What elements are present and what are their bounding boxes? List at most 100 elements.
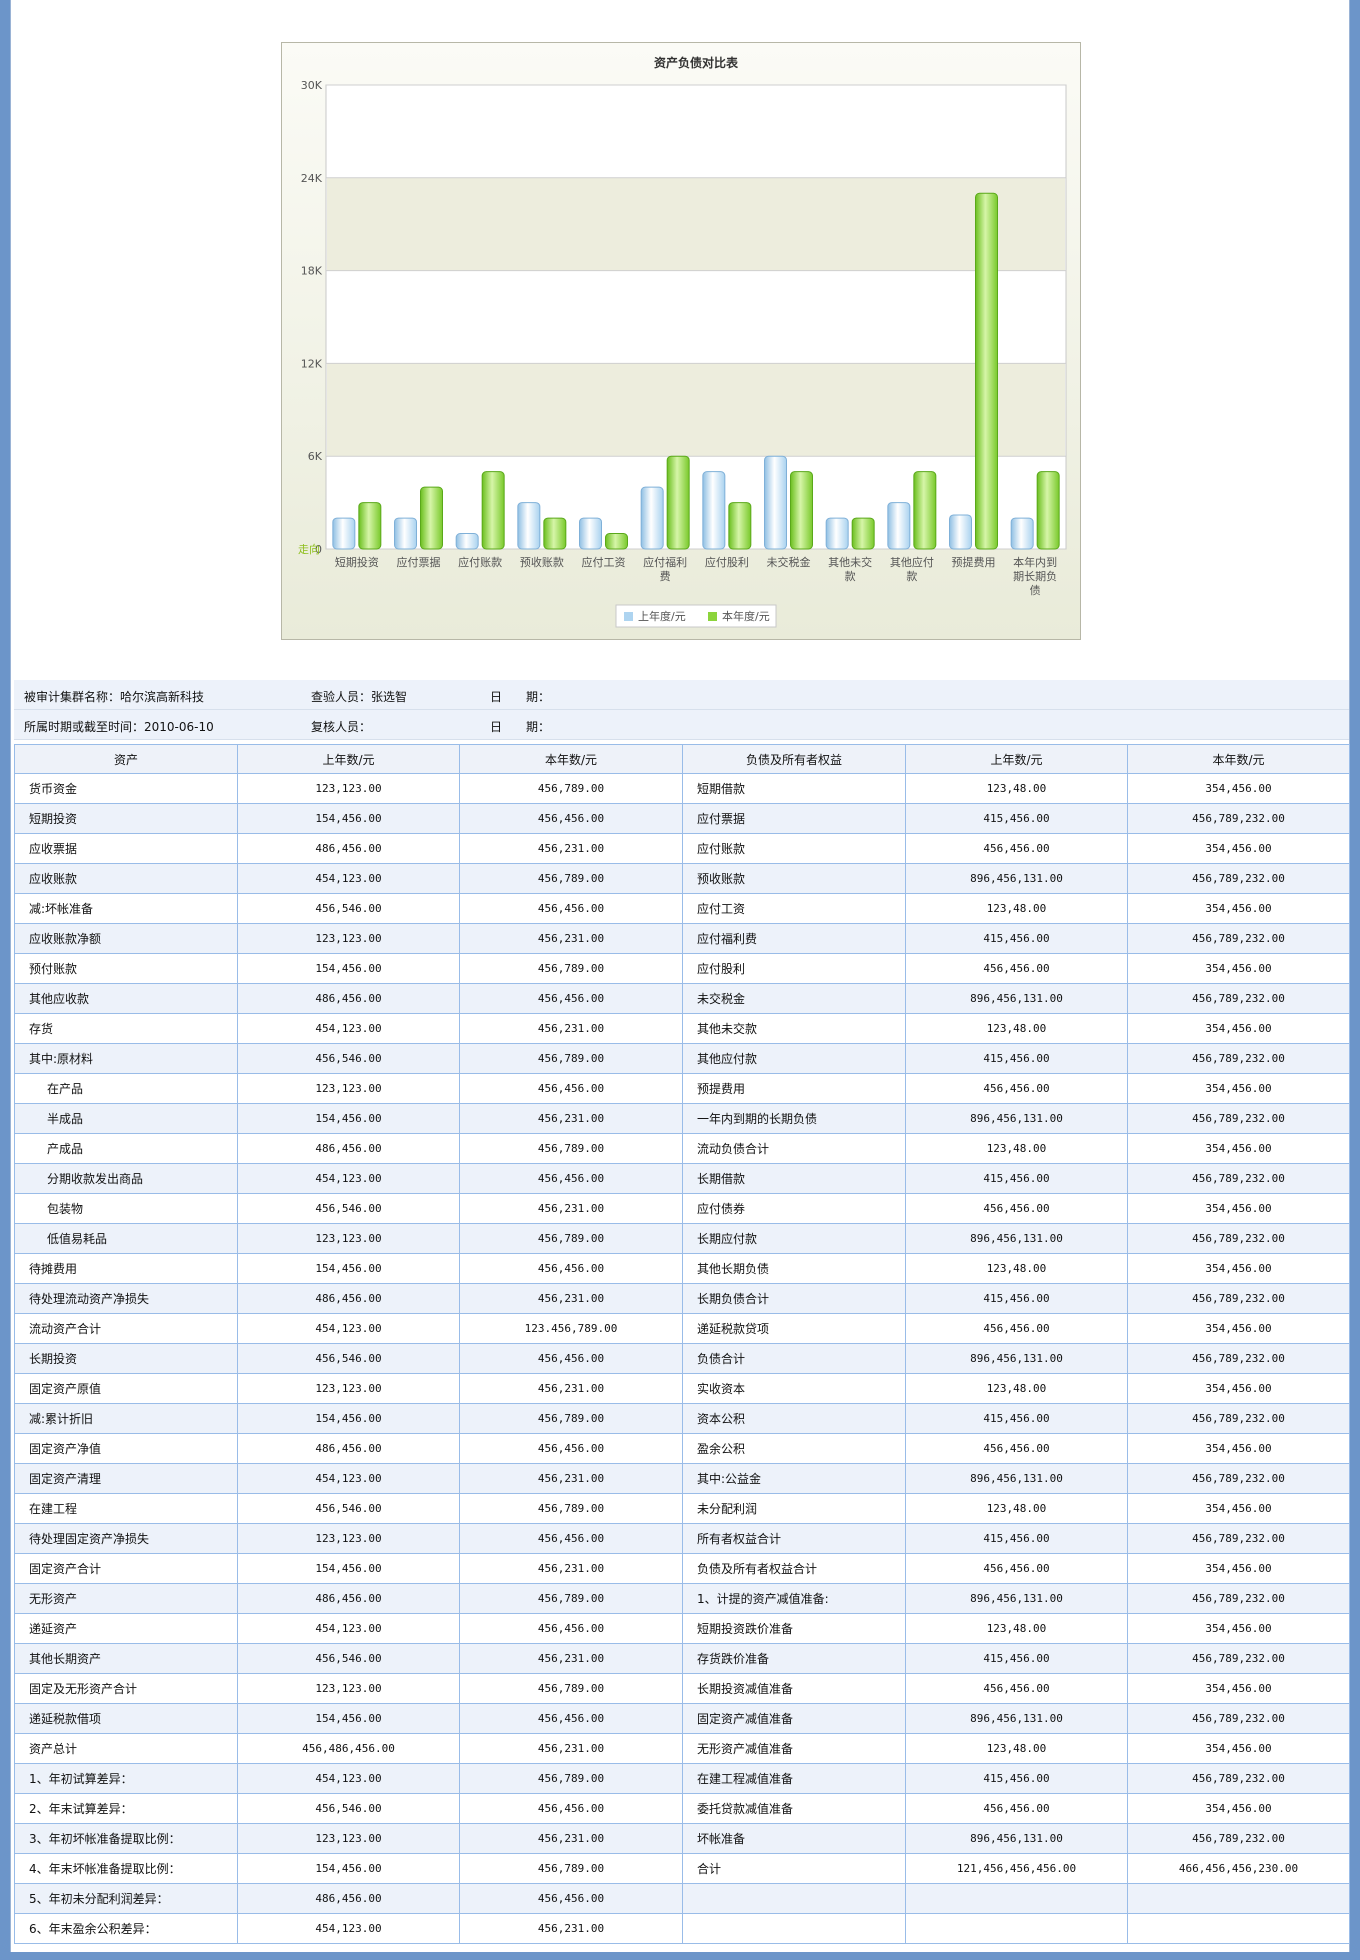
liability-name-cell: 长期借款	[682, 1163, 906, 1194]
amount-cell: 456,789.00	[459, 1853, 683, 1884]
bar	[640, 486, 664, 550]
amount-cell: 896,456,131.00	[905, 1703, 1128, 1734]
amount-cell: 154,456.00	[237, 803, 460, 834]
amount-cell: 486,456.00	[237, 983, 460, 1014]
liability-name-cell: 长期应付款	[682, 1223, 906, 1254]
asset-name-cell: 1、年初试算差异：	[14, 1763, 238, 1794]
liability-name-cell: 应付票据	[682, 803, 906, 834]
liability-name-cell: 递延税款贷项	[682, 1313, 906, 1344]
amount-cell: 415,456.00	[905, 1763, 1128, 1794]
amount-cell: 456,789.00	[459, 863, 683, 894]
amount-cell: 456,456.00	[905, 1553, 1128, 1584]
asset-name-cell: 存货	[14, 1013, 238, 1044]
y-tick-label: 12K	[301, 357, 323, 370]
audit-group-label: 被审计集群名称：哈尔滨高新科技	[24, 690, 205, 704]
amount-cell: 123,123.00	[237, 923, 460, 954]
asset-name-cell: 流动资产合计	[14, 1313, 238, 1344]
amount-cell: 456,456.00	[905, 1073, 1128, 1104]
amount-cell: 456,789,232.00	[1127, 1823, 1350, 1854]
table-row: 1、年初试算差异： 454,123.00 456,789.00 在建工程减值准备 415…	[14, 1763, 1350, 1794]
table-header-row: 资产 上年数/元 本年数/元 负债及所有者权益 上年数/元 本年数/元	[14, 744, 1350, 774]
bar	[949, 514, 972, 550]
amount-cell: 123,123.00	[237, 1523, 460, 1554]
amount-cell: 354,456.00	[1127, 1253, 1350, 1284]
amount-cell: 896,456,131.00	[905, 1463, 1128, 1494]
table-row: 货币资金 123,123.00 456,789.00 短期借款 123,48.00 354…	[14, 773, 1350, 804]
asset-name-cell: 在建工程	[14, 1493, 238, 1524]
liability-name-cell: 应付账款	[682, 833, 906, 864]
asset-name-cell: 待处理固定资产净损失	[14, 1523, 238, 1554]
amount-cell: 454,123.00	[237, 1163, 460, 1194]
amount-cell: 456,486,456.00	[237, 1733, 460, 1764]
table-row: 减:累计折旧 154,456.00 456,789.00 资本公积 415,456.00…	[14, 1403, 1350, 1434]
bar	[764, 455, 787, 550]
amount-cell: 896,456,131.00	[905, 983, 1128, 1014]
date-label-2: 日 期：	[490, 720, 551, 734]
amount-cell: 415,456.00	[905, 1163, 1128, 1194]
meta-row-2: 所属时期或截至时间：2010-06-10 复核人员： 日 期：	[14, 710, 1349, 740]
amount-cell: 456,231.00	[459, 1193, 683, 1224]
amount-cell: 154,456.00	[237, 1103, 460, 1134]
amount-cell: 456,789.00	[459, 1763, 683, 1794]
amount-cell: 456,789.00	[459, 1223, 683, 1254]
amount-cell: 456,456.00	[905, 833, 1128, 864]
amount-cell: 456,546.00	[237, 1043, 460, 1074]
amount-cell: 456,789.00	[459, 1493, 683, 1524]
amount-cell: 456,546.00	[237, 893, 460, 924]
amount-cell: 354,456.00	[1127, 1673, 1350, 1704]
amount-cell: 456,789,232.00	[1127, 1583, 1350, 1614]
amount-cell: 454,123.00	[237, 1013, 460, 1044]
amount-cell: 123,48.00	[905, 773, 1128, 804]
amount-cell: 354,456.00	[1127, 1733, 1350, 1764]
amount-cell: 354,456.00	[1127, 1433, 1350, 1464]
amount-cell: 456,456.00	[459, 1253, 683, 1284]
asset-name-cell: 固定资产净值	[14, 1433, 238, 1464]
bar	[728, 502, 752, 550]
amount-cell: 123,48.00	[905, 1613, 1128, 1644]
amount-cell: 486,456.00	[237, 1133, 460, 1164]
legend-swatch	[708, 612, 717, 621]
x-tick-label: 款	[845, 569, 856, 583]
asset-name-cell: 6、年末盈余公积差异：	[14, 1913, 238, 1944]
amount-cell: 454,123.00	[237, 1613, 460, 1644]
amount-cell: 456,231.00	[459, 923, 683, 954]
amount-cell	[1127, 1883, 1350, 1914]
amount-cell	[905, 1883, 1128, 1914]
table-row: 在产品 123,123.00 456,456.00 预提费用 456,456.00 354…	[14, 1073, 1350, 1104]
liability-name-cell: 预收账款	[682, 863, 906, 894]
amount-cell: 456,231.00	[459, 1373, 683, 1404]
amount-cell: 456,789,232.00	[1127, 1463, 1350, 1494]
amount-cell: 456,231.00	[459, 1733, 683, 1764]
table-row: 待处理流动资产净损失 486,456.00 456,231.00 长期负债合计 415,…	[14, 1283, 1350, 1314]
amount-cell: 415,456.00	[905, 1643, 1128, 1674]
asset-name-cell: 4、年末坏帐准备提取比例：	[14, 1853, 238, 1884]
liability-name-cell: 未分配利润	[682, 1493, 906, 1524]
bar	[358, 502, 382, 550]
table-row: 流动资产合计 454,123.00 123.456,789.00 递延税款贷项 456,…	[14, 1313, 1350, 1344]
table-row: 其他应收款 486,456.00 456,456.00 未交税金 896,456,131…	[14, 983, 1350, 1014]
meta-row-1: 被审计集群名称：哈尔滨高新科技 查验人员：张选智 日 期：	[14, 680, 1349, 710]
bar	[790, 471, 813, 550]
amount-cell: 354,456.00	[1127, 1193, 1350, 1224]
amount-cell: 415,456.00	[905, 1043, 1128, 1074]
liability-name-cell: 资本公积	[682, 1403, 906, 1434]
amount-cell: 354,456.00	[1127, 893, 1350, 924]
asset-name-cell: 固定及无形资产合计	[14, 1673, 238, 1704]
legend-box	[615, 604, 777, 628]
table-row: 固定资产净值 486,456.00 456,456.00 盈余公积 456,456.00…	[14, 1433, 1350, 1464]
asset-name-cell: 应收票据	[14, 833, 238, 864]
asset-name-cell: 固定资产合计	[14, 1553, 238, 1584]
amount-cell: 456,456.00	[905, 1673, 1128, 1704]
bar	[1036, 471, 1060, 550]
amount-cell: 123,123.00	[237, 1823, 460, 1854]
amount-cell: 456,456.00	[905, 1793, 1128, 1824]
liability-name-cell: 其他未交款	[682, 1013, 906, 1044]
asset-name-cell: 低值易耗品	[14, 1223, 238, 1254]
table-row: 其他长期资产 456,546.00 456,231.00 存货跌价准备 415,456.…	[14, 1643, 1350, 1674]
amount-cell: 486,456.00	[237, 1883, 460, 1914]
bar	[913, 471, 937, 550]
amount-cell: 415,456.00	[905, 1523, 1128, 1554]
liability-name-cell: 其他长期负债	[682, 1253, 906, 1284]
bar	[517, 502, 541, 550]
